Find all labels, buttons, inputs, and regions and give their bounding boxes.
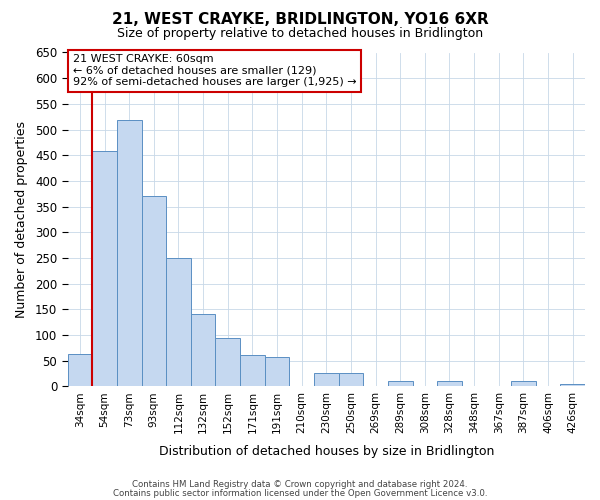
Bar	[240, 354, 265, 386]
Bar	[166, 258, 191, 386]
Text: 21 WEST CRAYKE: 60sqm
← 6% of detached houses are smaller (129)
92% of semi-deta: 21 WEST CRAYKE: 60sqm ← 6% of detached h…	[73, 54, 356, 88]
Text: Size of property relative to detached houses in Bridlington: Size of property relative to detached ho…	[117, 28, 483, 40]
Y-axis label: Number of detached properties: Number of detached properties	[15, 121, 28, 318]
Bar	[191, 314, 215, 386]
Bar	[117, 120, 142, 386]
Bar	[338, 372, 363, 386]
Bar	[92, 151, 117, 386]
Text: Contains HM Land Registry data © Crown copyright and database right 2024.: Contains HM Land Registry data © Crown c…	[132, 480, 468, 489]
Bar	[388, 382, 413, 386]
Bar	[142, 196, 166, 386]
Bar	[511, 382, 536, 386]
Text: Contains public sector information licensed under the Open Government Licence v3: Contains public sector information licen…	[113, 488, 487, 498]
Bar	[314, 372, 338, 386]
Bar	[68, 354, 92, 386]
Bar	[215, 338, 240, 386]
X-axis label: Distribution of detached houses by size in Bridlington: Distribution of detached houses by size …	[158, 444, 494, 458]
Bar	[560, 384, 585, 386]
Bar	[437, 382, 462, 386]
Text: 21, WEST CRAYKE, BRIDLINGTON, YO16 6XR: 21, WEST CRAYKE, BRIDLINGTON, YO16 6XR	[112, 12, 488, 28]
Bar	[265, 357, 289, 386]
